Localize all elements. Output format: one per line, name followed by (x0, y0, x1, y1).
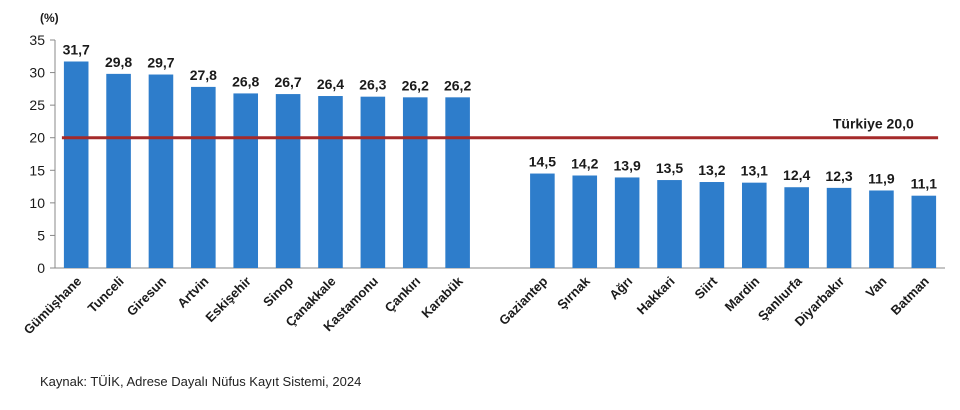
source-note: Kaynak: TÜİK, Adrese Dayalı Nüfus Kayıt … (40, 374, 362, 389)
category-label: Artvin (174, 273, 211, 310)
bar (784, 187, 809, 268)
value-label: 26,4 (317, 76, 344, 92)
category-label: Sinop (260, 273, 296, 309)
value-label: 26,3 (359, 77, 386, 93)
category-label: Şırnak (554, 273, 593, 312)
bar (699, 182, 725, 268)
bar (360, 96, 386, 268)
bar (148, 74, 174, 268)
category-label: Mardin (722, 273, 763, 314)
bar (826, 187, 852, 268)
value-label: 26,2 (402, 77, 429, 93)
y-tick-label: 35 (29, 32, 45, 48)
value-label: 29,8 (105, 54, 132, 70)
category-label: Tunceli (85, 274, 127, 316)
bar (911, 195, 937, 268)
value-label: 14,5 (529, 154, 556, 170)
category-label: Van (863, 273, 890, 300)
category-label: Ağrı (606, 274, 635, 303)
y-tick-label: 30 (29, 65, 45, 81)
y-tick-label: 5 (37, 227, 45, 243)
bar (572, 175, 598, 268)
value-label: 13,5 (656, 160, 683, 176)
value-label: 13,2 (698, 162, 725, 178)
bar (657, 180, 682, 268)
y-tick-label: 25 (29, 97, 45, 113)
category-label: Gaziantep (496, 273, 551, 328)
bar (275, 94, 301, 268)
y-tick-label: 20 (29, 130, 45, 146)
value-label: 11,1 (911, 176, 938, 192)
value-label: 12,4 (783, 167, 810, 183)
bar (63, 61, 89, 268)
value-labels-group: 31,7 29,8 29,7 27,8 26,8 26,7 26,4 26,3 26,2 26,2… (63, 41, 938, 191)
category-label: Eskişehir (202, 274, 253, 325)
value-label: 26,2 (444, 77, 471, 93)
bar (614, 177, 640, 268)
y-unit-label: (%) (40, 11, 59, 25)
category-label: Karabük (418, 273, 466, 321)
bar (741, 182, 767, 268)
bar (869, 190, 894, 268)
value-label: 29,7 (147, 55, 174, 71)
bar (445, 97, 470, 268)
value-label: 26,8 (232, 73, 259, 89)
value-label: 13,1 (741, 163, 768, 179)
bar (106, 73, 131, 268)
value-label: 27,8 (190, 67, 217, 83)
value-label: 26,7 (274, 74, 301, 90)
bar (191, 86, 216, 268)
value-label: 14,2 (571, 155, 598, 171)
category-label: Gümüşhane (21, 274, 85, 338)
reference-line-group: Türkiye 20,0 (61, 116, 939, 140)
y-tick-label: 0 (37, 260, 45, 276)
category-label: Siirt (692, 273, 721, 302)
reference-label: Türkiye 20,0 (833, 116, 914, 132)
category-label: Batman (888, 273, 932, 317)
value-label: 12,3 (825, 168, 852, 184)
bars-group (63, 61, 937, 268)
value-label: 13,9 (614, 157, 641, 173)
bar (233, 93, 259, 268)
bar (318, 96, 343, 268)
y-tick-label: 10 (29, 195, 45, 211)
category-label: Giresun (124, 273, 169, 318)
category-label: Çankırı (382, 274, 424, 316)
bar (402, 97, 428, 268)
y-tick-label: 15 (29, 162, 45, 178)
bar-chart: (%) 0 5 10 15 20 25 30 35 31,7 29,8 29,7 27,8 26,8 2… (21, 11, 945, 337)
category-label: Hakkari (634, 274, 678, 318)
value-label: 11,9 (868, 170, 895, 186)
bar (530, 173, 555, 268)
value-label: 31,7 (63, 41, 90, 57)
